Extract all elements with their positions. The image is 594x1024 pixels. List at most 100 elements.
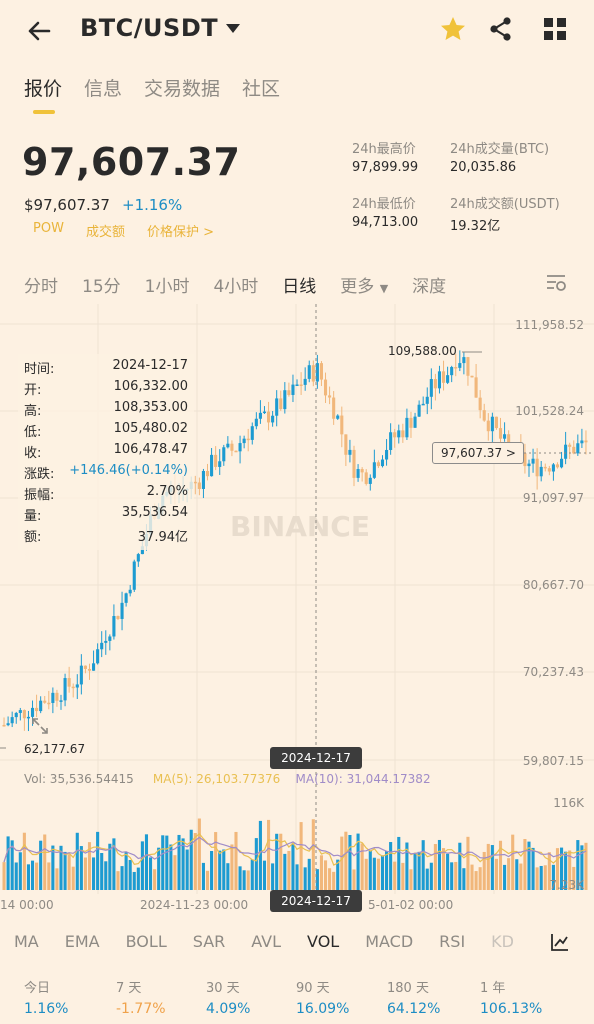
candle-body [271,415,275,423]
pair-title[interactable]: BTC/USDT [80,14,219,42]
volume-bar [336,859,340,890]
chevron-down-icon[interactable] [226,24,240,33]
perf-30d-value: 4.09% [206,1001,251,1017]
indicator-macd[interactable]: MACD [365,932,414,951]
tag-row: POW 成交额 价格保护 > [33,221,214,240]
volume-bar [92,857,96,890]
volume-bar [356,833,360,890]
ohlc-info-box: 时间: 2024-12-17 开: 106,332.00 高: 108,353.00 … [18,354,194,550]
y-tick-1: 111,958.52 [515,318,584,332]
crosshair-date-top: 2024-12-17 [270,747,362,769]
indicator-kd[interactable]: KD [491,932,514,951]
info-time: 2024-12-17 [112,358,188,373]
candle-body [429,379,433,397]
info-amp: 2.70% [146,484,188,499]
favorite-button[interactable] [438,14,468,44]
volume-bar [531,847,535,890]
volume-bar [120,866,124,890]
candle-body [433,379,437,389]
volume-bar [478,867,482,890]
candle-body [458,363,462,368]
candle-body [425,396,429,404]
tab-trade-data[interactable]: 交易数据 [144,78,221,100]
indicator-boll[interactable]: BOLL [125,932,167,951]
volume-bar [576,840,580,890]
candle-body [389,432,393,450]
volume-bar [291,843,295,890]
back-button[interactable] [22,14,56,48]
volume-bar [59,845,63,890]
back-arrow-icon [28,21,51,41]
interval-1d[interactable]: 日线 [282,277,317,297]
interval-depth[interactable]: 深度 [412,277,447,297]
indicator-ema[interactable]: EMA [64,932,100,951]
volume-bar [87,842,92,890]
candle-body [348,449,352,455]
chart-settings-button[interactable] [545,272,569,294]
candle-body [340,415,344,435]
vol-legend-ma10: MA(10): 31,044.17382 [295,772,431,786]
tab-info[interactable]: 信息 [84,78,123,100]
candle-body [124,593,128,603]
candle-body [39,700,43,712]
ma5-line [3,832,587,866]
info-amount-label: 额: [24,530,42,545]
candle-body [47,702,51,705]
volume-bar [2,862,6,890]
interval-4h[interactable]: 4小时 [213,277,259,297]
volume-bar [112,838,116,890]
share-button[interactable] [486,14,516,44]
indicator-settings-button[interactable] [550,932,570,952]
indicator-avl[interactable]: AVL [251,932,282,951]
volume-bar [307,858,311,890]
tab-quote[interactable]: 报价 [24,78,63,100]
interval-1h[interactable]: 1小时 [144,277,190,297]
volume-bar [380,855,385,890]
volume-bar [564,851,568,890]
tag-price-protection[interactable]: 价格保护 > [146,225,214,240]
candle-body [393,432,397,438]
tag-turnover[interactable]: 成交额 [85,225,125,240]
perf-1y-value: 106.13% [480,1001,543,1017]
volume-bar [51,845,55,890]
caret-down-icon: ▼ [379,282,389,295]
tab-community[interactable]: 社区 [242,78,281,100]
candle-body [291,384,295,395]
volume-bar [279,833,283,890]
volume-bar [108,843,112,890]
candle-body [87,668,92,671]
volume-bar [454,861,458,890]
volume-bar [100,853,104,890]
indicator-ma[interactable]: MA [14,932,39,951]
indicator-vol[interactable]: VOL [307,932,340,951]
volume-bar [503,864,507,890]
candle-body [104,640,108,643]
volume-bar [413,853,417,890]
volume-bar [267,819,271,890]
tag-pow[interactable]: POW [33,221,64,236]
candle-body [380,459,385,467]
indicator-sar[interactable]: SAR [192,932,226,951]
perf-30d-label: 30 天 [206,981,240,996]
volume-bar [226,863,230,890]
interval-15m[interactable]: 15分 [82,277,121,297]
candle-body [494,416,498,429]
candle-body [201,470,205,489]
volume-bar [551,864,555,890]
interval-more[interactable]: 更多 ▼ [340,272,388,298]
indicator-rsi[interactable]: RSI [439,932,466,951]
settings-icon [547,275,566,291]
volume-bar [258,820,262,890]
info-change-row: 涨跌: +146.46(+0.14%) [24,463,188,483]
volume-bar [446,853,450,890]
info-vol-row: 量: 35,536.54 [24,505,188,525]
x-tick-1: 14 00:00 [0,898,54,912]
fullscreen-button[interactable] [30,716,50,736]
interval-time[interactable]: 分时 [24,277,58,297]
candle-body [441,371,446,383]
layout-button[interactable] [540,14,570,44]
volume-bar [79,846,83,890]
volume-bar [393,861,397,890]
low-value: 94,713.00 [352,215,419,230]
current-price-marker[interactable]: 97,607.37 > [432,442,524,464]
